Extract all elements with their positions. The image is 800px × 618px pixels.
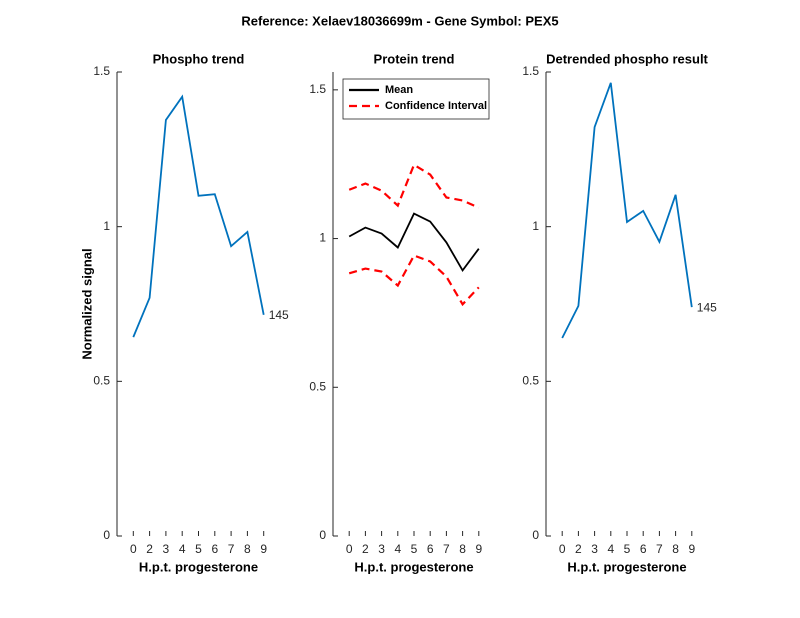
y-tick-label: 0.5 (522, 374, 539, 388)
x-tick-label: 3 (378, 542, 385, 556)
y-tick-label: 1 (319, 231, 326, 245)
x-tick-label: 2 (362, 542, 369, 556)
annotation: 145 (269, 308, 289, 322)
legend-box (342, 78, 490, 120)
data-line (561, 82, 693, 339)
x-tick-label: 6 (211, 542, 218, 556)
y-tick-label: 0.5 (93, 374, 110, 388)
data-line (348, 212, 480, 273)
x-tick-label: 0 (346, 542, 353, 556)
x-tick-label: 7 (443, 542, 450, 556)
annotation: 145 (697, 300, 717, 314)
subplot-title: Protein trend (374, 51, 455, 66)
x-tick-label: 8 (459, 542, 466, 556)
y-tick-label: 0 (103, 528, 110, 542)
x-tick-label: 4 (179, 542, 186, 556)
y-tick-label: 0 (532, 528, 539, 542)
subplot-title: Detrended phospho result (546, 51, 708, 66)
x-tick-label: 5 (411, 542, 418, 556)
x-tick-label: 0 (559, 542, 566, 556)
x-tick-label: 9 (688, 542, 695, 556)
figure-title: Reference: Xelaev18036699m - Gene Symbol… (241, 13, 558, 28)
x-axis-label: H.p.t. progesterone (567, 559, 686, 574)
x-tick-label: 4 (394, 542, 401, 556)
x-tick-label: 8 (672, 542, 679, 556)
x-tick-label: 8 (244, 542, 251, 556)
x-axis-label: H.p.t. progesterone (354, 559, 473, 574)
x-tick-label: 9 (475, 542, 482, 556)
x-tick-label: 6 (640, 542, 647, 556)
y-tick-label: 1 (532, 219, 539, 233)
data-line (348, 163, 480, 209)
legend-label: Confidence Interval (385, 100, 487, 112)
y-tick-label: 0.5 (309, 379, 326, 393)
x-axis-label: H.p.t. progesterone (139, 559, 258, 574)
x-tick-label: 7 (656, 542, 663, 556)
x-tick-label: 3 (163, 542, 170, 556)
legend-label: Mean (385, 84, 413, 96)
x-tick-label: 4 (607, 542, 614, 556)
x-tick-label: 6 (427, 542, 434, 556)
data-line (348, 254, 480, 307)
x-tick-label: 5 (624, 542, 631, 556)
y-tick-label: 1 (103, 219, 110, 233)
data-line (132, 94, 265, 338)
x-tick-label: 5 (195, 542, 202, 556)
y-tick-label: 1.5 (522, 64, 539, 78)
x-tick-label: 0 (130, 542, 137, 556)
x-tick-label: 3 (591, 542, 598, 556)
subplot-title: Phospho trend (153, 51, 245, 66)
x-tick-label: 9 (260, 542, 267, 556)
y-tick-label: 1.5 (309, 82, 326, 96)
x-tick-label: 2 (575, 542, 582, 556)
x-tick-label: 2 (146, 542, 153, 556)
y-tick-label: 0 (319, 528, 326, 542)
y-axis-label: Normalized signal (79, 248, 94, 359)
y-tick-label: 1.5 (93, 64, 110, 78)
x-tick-label: 7 (228, 542, 235, 556)
